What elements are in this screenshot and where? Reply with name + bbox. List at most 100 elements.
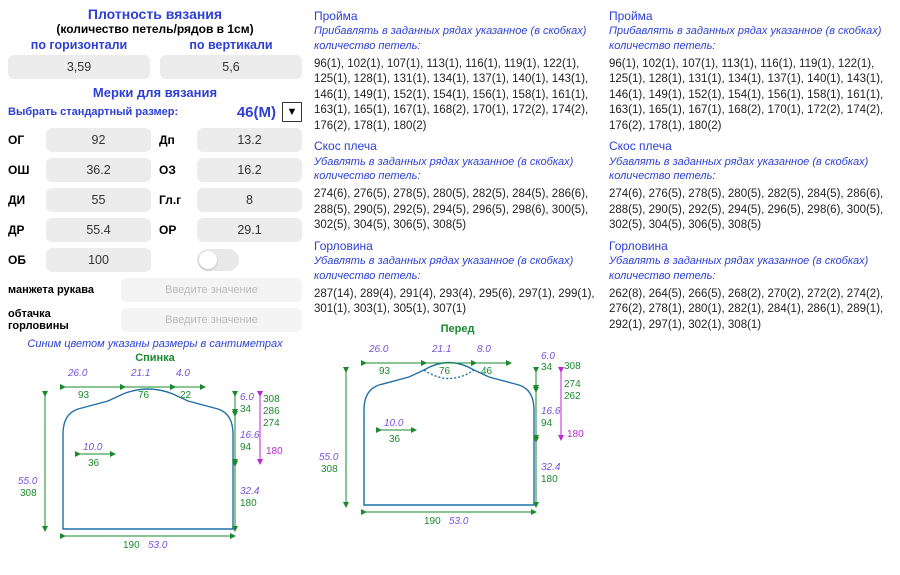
meas-label: ОЗ [159, 163, 189, 177]
svg-text:180: 180 [567, 429, 584, 440]
meas-label: ОГ [8, 133, 38, 147]
svg-text:93: 93 [78, 390, 90, 401]
meas-label: ДИ [8, 193, 38, 207]
density-subtitle: (количество петель/рядов в 1см) [8, 22, 302, 36]
meas-input[interactable]: 92 [46, 128, 151, 152]
vert-input[interactable]: 5,6 [160, 55, 302, 79]
svg-text:16.6: 16.6 [541, 406, 561, 417]
meas-label: ОБ [8, 253, 38, 267]
svg-text:94: 94 [240, 442, 252, 453]
svg-text:262: 262 [564, 391, 581, 402]
obtachka-label: обтачка горловины [8, 308, 113, 332]
svg-text:53.0: 53.0 [449, 516, 469, 527]
proima-sub: Прибавлять в заданных рядах указанное (в… [314, 24, 601, 54]
svg-text:55.0: 55.0 [18, 476, 38, 487]
proima-sub-2: Прибавлять в заданных рядах указанное (в… [609, 24, 891, 54]
density-title: Плотность вязания [8, 6, 302, 22]
gor-sub-2: Убавлять в заданных рядах указанное (в с… [609, 254, 891, 284]
svg-text:34: 34 [541, 362, 553, 373]
svg-text:76: 76 [439, 366, 451, 377]
gor-sub: Убавлять в заданных рядах указанное (в с… [314, 254, 601, 284]
back-diagram: 26.0 93 21.1 76 4.0 22 6.0 34 308 286 27… [8, 364, 303, 554]
svg-text:36: 36 [88, 458, 100, 469]
proima-header-2: Пройма [609, 8, 891, 24]
meas-input[interactable]: 36.2 [46, 158, 151, 182]
std-size-value: 46(M) [237, 104, 276, 121]
svg-text:16.6: 16.6 [240, 430, 260, 441]
svg-text:34: 34 [240, 404, 252, 415]
svg-text:308: 308 [20, 488, 37, 499]
svg-text:32.4: 32.4 [541, 462, 561, 473]
meas-label: Гл.г [159, 193, 189, 207]
skos-header-2: Скос плеча [609, 138, 891, 154]
svg-text:22: 22 [180, 390, 192, 401]
toggle[interactable] [197, 249, 239, 271]
meas-label: ОР [159, 223, 189, 237]
svg-text:21.1: 21.1 [431, 344, 451, 355]
svg-text:55.0: 55.0 [319, 452, 339, 463]
svg-text:190: 190 [123, 540, 140, 551]
svg-text:36: 36 [389, 434, 401, 445]
svg-text:286: 286 [263, 406, 280, 417]
svg-text:308: 308 [564, 361, 581, 372]
meas-label: ОШ [8, 163, 38, 177]
svg-text:76: 76 [138, 390, 150, 401]
skos-header: Скос плеча [314, 138, 601, 154]
meas-input[interactable]: 8 [197, 188, 302, 212]
proima-body-2: 96(1), 102(1), 107(1), 113(1), 116(1), 1… [609, 57, 891, 135]
front-diagram: 26.0 93 21.1 76 8.0 46 6.0 34 308 274 26… [314, 337, 604, 532]
proima-header: Пройма [314, 8, 601, 24]
gor-header-2: Горловина [609, 238, 891, 254]
svg-text:46: 46 [481, 366, 493, 377]
meas-label: ДР [8, 223, 38, 237]
measurements-title: Мерки для вязания [8, 85, 302, 100]
std-size-label: Выбрать стандартный размер: [8, 106, 231, 118]
svg-text:274: 274 [263, 418, 280, 429]
meas-input[interactable]: 55.4 [46, 218, 151, 242]
svg-text:10.0: 10.0 [83, 442, 103, 453]
size-note: Синим цветом указаны размеры в сантиметр… [8, 338, 302, 350]
skos-body-2: 274(6), 276(5), 278(5), 280(5), 282(5), … [609, 187, 891, 234]
svg-text:6.0: 6.0 [240, 392, 254, 403]
svg-text:180: 180 [240, 498, 257, 509]
svg-text:274: 274 [564, 379, 581, 390]
skos-sub: Убавлять в заданных рядах указанное (в с… [314, 155, 601, 185]
svg-text:180: 180 [541, 474, 558, 485]
svg-text:180: 180 [266, 446, 283, 457]
svg-text:4.0: 4.0 [176, 368, 190, 379]
svg-text:308: 308 [263, 394, 280, 405]
gor-body-front: 262(8), 264(5), 266(5), 268(2), 270(2), … [609, 287, 891, 334]
svg-text:308: 308 [321, 464, 338, 475]
skos-sub-2: Убавлять в заданных рядах указанное (в с… [609, 155, 891, 185]
svg-text:26.0: 26.0 [67, 368, 88, 379]
proima-body: 96(1), 102(1), 107(1), 113(1), 116(1), 1… [314, 57, 601, 135]
meas-input[interactable]: 16.2 [197, 158, 302, 182]
svg-text:32.4: 32.4 [240, 486, 260, 497]
svg-text:6.0: 6.0 [541, 351, 555, 362]
meas-input[interactable]: 13.2 [197, 128, 302, 152]
size-dropdown[interactable]: ▼ [282, 102, 302, 122]
horiz-label: по горизонтали [8, 38, 150, 52]
vert-label: по вертикали [160, 38, 302, 52]
back-diagram-title: Спинка [8, 352, 302, 364]
svg-text:93: 93 [379, 366, 391, 377]
svg-text:8.0: 8.0 [477, 344, 491, 355]
front-diagram-title: Перед [314, 322, 601, 337]
meas-input[interactable]: 100 [46, 248, 151, 272]
manzheta-input[interactable]: Введите значение [121, 278, 302, 302]
horiz-input[interactable]: 3,59 [8, 55, 150, 79]
gor-header: Горловина [314, 238, 601, 254]
gor-body-back: 287(14), 289(4), 291(4), 293(4), 295(6),… [314, 287, 601, 318]
svg-text:26.0: 26.0 [368, 344, 389, 355]
meas-input[interactable]: 29.1 [197, 218, 302, 242]
manzheta-label: манжета рукава [8, 284, 113, 296]
svg-text:21.1: 21.1 [130, 368, 150, 379]
svg-text:10.0: 10.0 [384, 418, 404, 429]
svg-text:94: 94 [541, 418, 553, 429]
svg-text:190: 190 [424, 516, 441, 527]
obtachka-input[interactable]: Введите значение [121, 308, 302, 332]
meas-input[interactable]: 55 [46, 188, 151, 212]
meas-label: Дп [159, 133, 189, 147]
svg-text:53.0: 53.0 [148, 540, 168, 551]
skos-body: 274(6), 276(5), 278(5), 280(5), 282(5), … [314, 187, 601, 234]
